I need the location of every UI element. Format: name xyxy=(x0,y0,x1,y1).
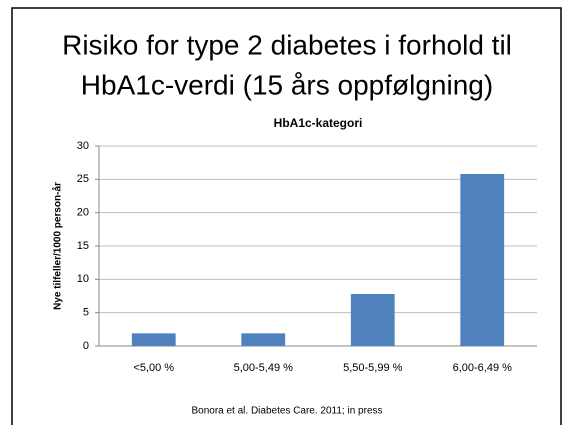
y-tick-label: 20 xyxy=(77,207,89,219)
y-tick-label: 30 xyxy=(77,140,89,152)
source-note: Bonora et al. Diabetes Care. 2011; in pr… xyxy=(191,406,382,417)
slide-heading: HbA1c-verdi (15 års oppfølgning) xyxy=(81,69,493,100)
y-tick-label: 10 xyxy=(77,273,89,285)
x-tick-label: 6,00-6,49 % xyxy=(453,362,513,374)
y-tick-label: 0 xyxy=(83,340,89,352)
chart-title: HbA1c-kategori xyxy=(274,116,363,130)
x-tick-label: <5,00 % xyxy=(133,362,174,374)
x-tick-label: 5,00-5,49 % xyxy=(234,362,294,374)
bar xyxy=(460,174,505,346)
bar xyxy=(131,333,176,346)
y-axis-label: Nye tilfeller/1000 person-år xyxy=(52,182,64,310)
y-tick-label: 25 xyxy=(77,173,89,185)
y-tick-label: 5 xyxy=(83,307,89,319)
bar xyxy=(350,294,395,346)
bar xyxy=(241,333,286,346)
y-tick-label: 15 xyxy=(77,240,89,252)
x-tick-label: 5,50-5,99 % xyxy=(343,362,403,374)
slide-heading: Risiko for type 2 diabetes i forhold til xyxy=(62,29,512,60)
